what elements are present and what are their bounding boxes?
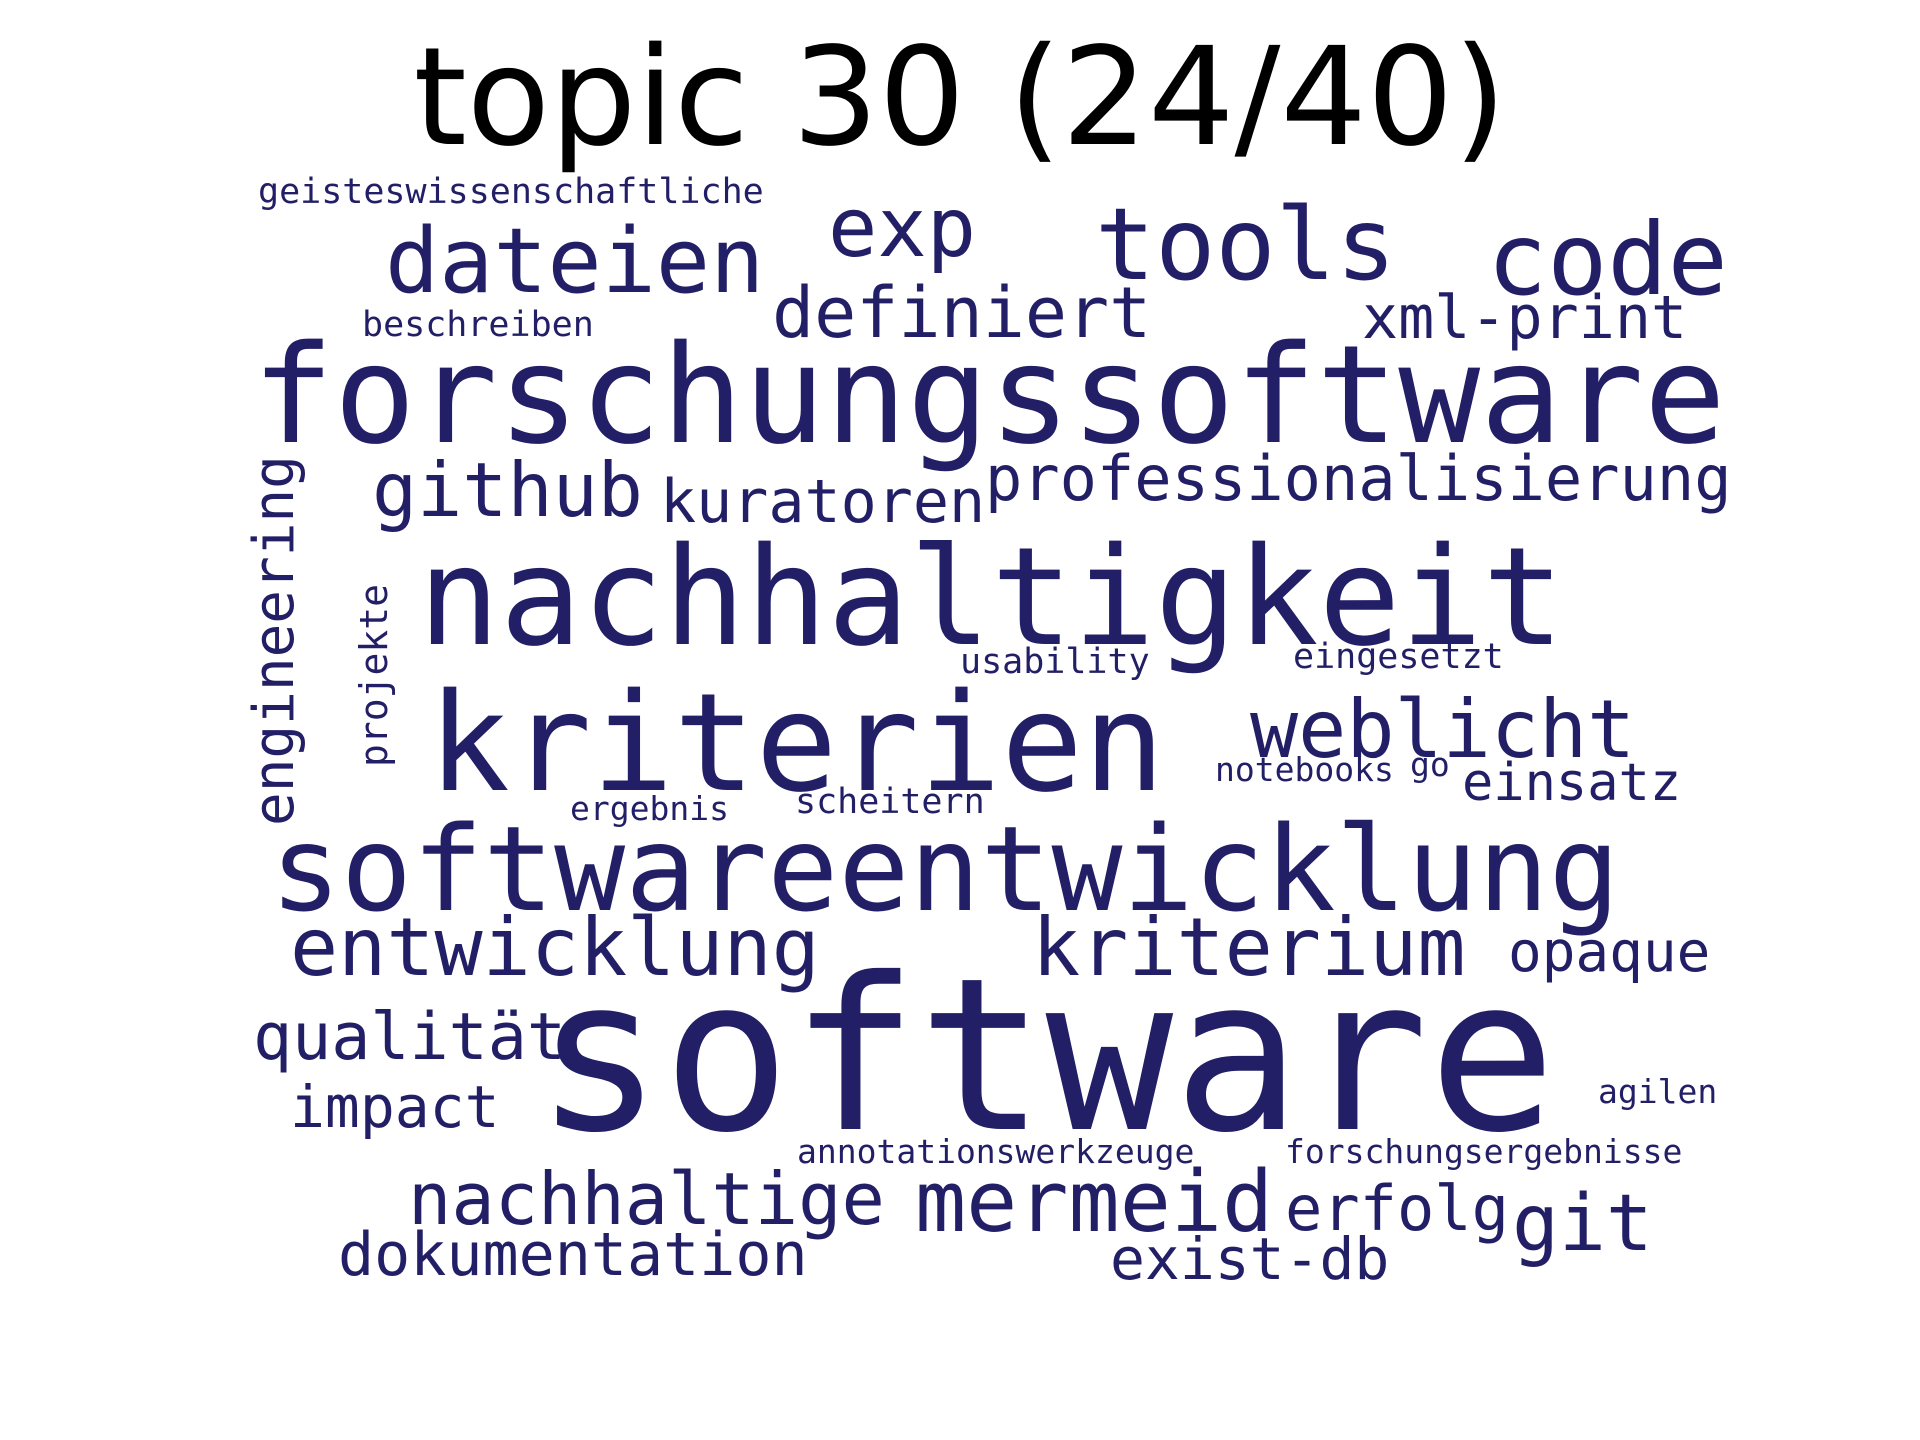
word-software: software [535, 932, 1557, 1179]
word-nachhaltigkeit: nachhaltigkeit [418, 519, 1565, 677]
word-forschungssoftware: forschungssoftware [252, 317, 1726, 475]
word-git: git [1512, 1179, 1653, 1269]
word-scheitern: scheitern [795, 782, 985, 822]
word-annotationswerkzeuge: annotationswerkzeuge [797, 1132, 1195, 1171]
word-agilen: agilen [1598, 1072, 1718, 1111]
word-erfolg: erfolg [1285, 1172, 1509, 1245]
word-notebooks: notebooks [1215, 750, 1394, 789]
word-exp: exp [828, 181, 977, 276]
word-forschungsergebnisse: forschungsergebnisse [1285, 1132, 1683, 1171]
word-einsatz: einsatz [1462, 753, 1682, 813]
word-definiert: definiert [772, 272, 1152, 354]
figure-title: topic 30 (24/40) [413, 19, 1507, 177]
word-mermeid: mermeid [915, 1153, 1274, 1252]
word-professionalisierung: professionalisierung [985, 442, 1732, 515]
word-projekte: projekte [352, 583, 396, 767]
word-geisteswissenschaftliche: geisteswissenschaftliche [258, 172, 764, 212]
word-code: code [1487, 201, 1728, 318]
word-usability: usability [960, 642, 1150, 682]
word-tools: tools [1095, 186, 1397, 303]
word-softwareentwicklung: softwareentwicklung [270, 800, 1620, 938]
word-ergebnis: ergebnis [570, 789, 729, 828]
word-nachhaltige: nachhaltige [408, 1157, 885, 1241]
word-opaque: opaque [1508, 920, 1711, 985]
word-weblicht: weblicht [1250, 683, 1636, 776]
word-eingesetzt: eingesetzt [1293, 637, 1504, 677]
word-qualität: qualität [253, 1000, 567, 1075]
word-entwicklung: entwicklung [290, 901, 820, 994]
word-dokumentation: dokumentation [338, 1220, 808, 1290]
word-engineering: engineering [242, 455, 307, 826]
word-xml-print: xml-print [1362, 283, 1688, 353]
word-kuratoren: kuratoren [660, 467, 986, 537]
word-go: go [1410, 745, 1450, 784]
word-exist-db: exist-db [1110, 1225, 1390, 1293]
word-github: github [372, 446, 643, 534]
word-impact: impact [290, 1073, 500, 1141]
word-dateien: dateien [385, 209, 765, 314]
word-kriterium: kriterium [1032, 901, 1466, 994]
word-beschreiben: beschreiben [362, 305, 594, 345]
word-kriterien: kriterien [428, 665, 1165, 823]
